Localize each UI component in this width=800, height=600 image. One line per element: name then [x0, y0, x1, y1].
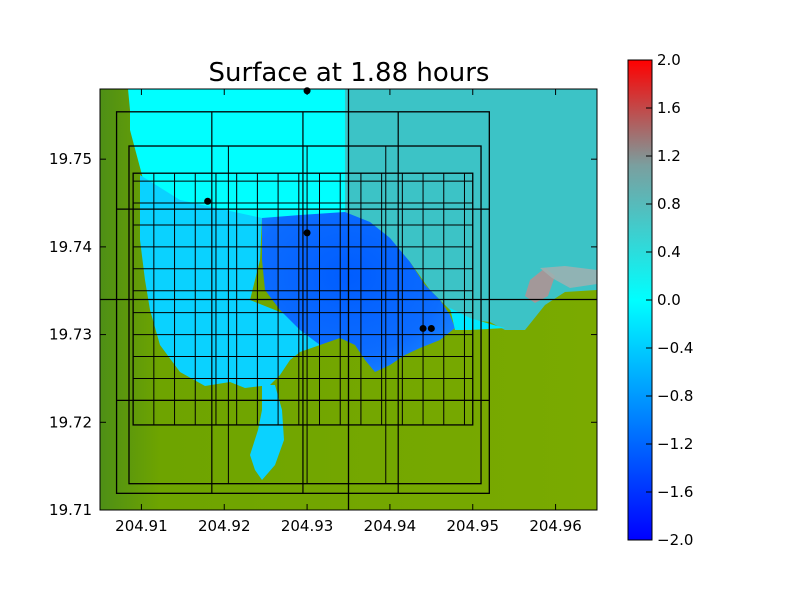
y-tick-label: 19.75 [49, 150, 92, 168]
y-tick-label: 19.72 [49, 413, 92, 431]
bay-water-shallow [128, 89, 345, 230]
colorbar-tick-label: 1.2 [657, 147, 681, 165]
gauge-layer [204, 87, 435, 332]
wave-anomaly [525, 268, 555, 303]
colorbar-ticks: 2.0 1.6 1.2 0.8 0.4 0.0 −0.4 −0.8 −1.2 −1.6 −2.0 [646, 51, 693, 549]
river-inlet [250, 385, 284, 480]
colorbar-tick-label: 1.6 [657, 99, 681, 117]
wave-anomaly-2 [540, 266, 597, 288]
colorbar-tick-label: −1.2 [657, 435, 693, 453]
plot-frame [99, 88, 598, 511]
gauge-marker [427, 324, 435, 332]
y-axis: 19.71 19.72 19.73 19.74 19.75 [49, 150, 597, 519]
gauge-marker [303, 229, 311, 237]
colorbar-tick-label: −2.0 [657, 531, 693, 549]
x-tick-label: 204.96 [529, 517, 582, 535]
x-tick-label: 204.95 [447, 517, 500, 535]
colorbar-tick-label: −0.4 [657, 339, 693, 357]
chart-title: Surface at 1.88 hours [209, 58, 490, 88]
y-tick-label: 19.74 [49, 238, 92, 256]
colorbar: 2.0 1.6 1.2 0.8 0.4 0.0 −0.4 −0.8 −1.2 −1.6 −2.0 [627, 51, 693, 549]
grid-layer [100, 89, 597, 510]
colorbar-tick-label: −0.8 [657, 387, 693, 405]
colorbar-tick-label: 0.8 [657, 195, 681, 213]
y-tick-label: 19.71 [49, 501, 92, 519]
x-tick-label: 204.93 [281, 517, 334, 535]
patch-box [128, 145, 482, 485]
x-tick-label: 204.92 [198, 517, 251, 535]
x-axis: 204.91 204.92 204.93 204.94 204.95 204.96 [115, 89, 582, 535]
x-tick-label: 204.91 [115, 517, 168, 535]
colorbar-tick-label: 2.0 [657, 51, 681, 69]
gauge-marker [204, 197, 212, 205]
bay-water-deep [262, 212, 455, 372]
colorbar-tick-label: 0.0 [657, 291, 681, 309]
colorbar-tick-label: −1.6 [657, 483, 693, 501]
y-tick-label: 19.73 [49, 326, 92, 344]
river-mouth [450, 308, 505, 330]
gauge-marker [419, 324, 427, 332]
colorbar-tick-label: 0.4 [657, 243, 681, 261]
x-tick-label: 204.94 [364, 517, 417, 535]
